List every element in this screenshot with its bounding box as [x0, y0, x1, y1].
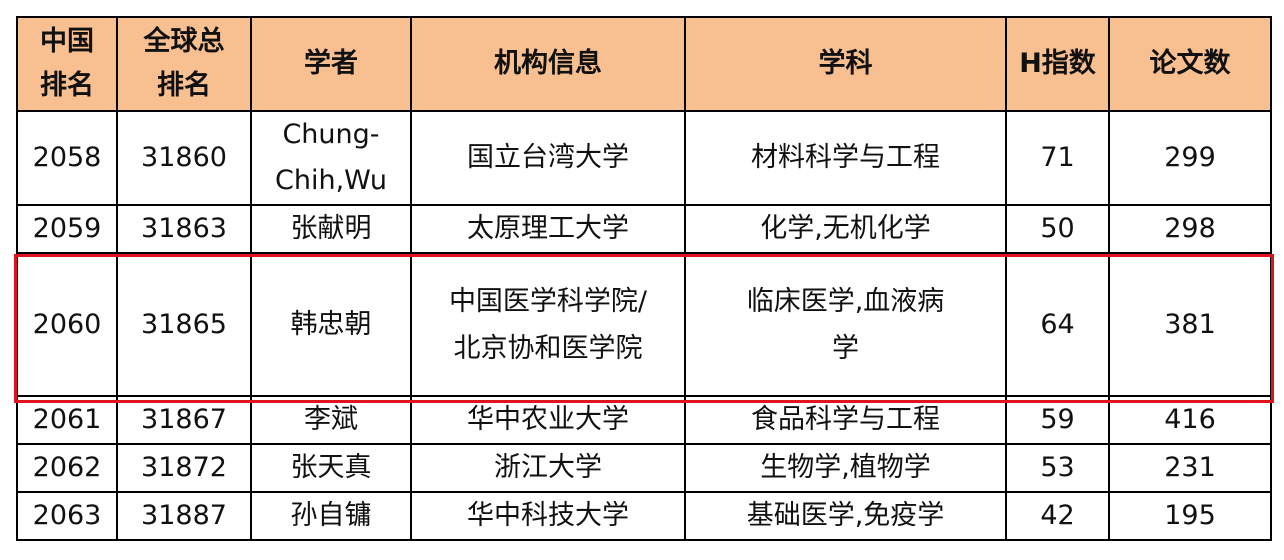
- table-cell: 2060: [16, 252, 118, 397]
- table-cell: 31867: [116, 395, 252, 445]
- table-cell: 53: [1005, 443, 1110, 493]
- name-line: Chung-: [282, 119, 380, 150]
- header-line: 全球总: [143, 26, 225, 57]
- table-cell: 416: [1108, 395, 1272, 445]
- table-cell: 31865: [116, 252, 252, 397]
- table-cell: 195: [1108, 491, 1272, 541]
- table-row: 2060 31865 韩忠朝 中国医学科学院/北京协和医学院 临床医学,血液病学 64 38…: [16, 252, 1272, 397]
- column-header: 机构信息: [410, 16, 686, 112]
- table-cell: 孙自镛: [250, 491, 412, 541]
- ranking-table: 中国 排名 全球总 排名 学者 机构信息 学科 H指数 论文数 2058 31860 Chung- C…: [16, 16, 1272, 541]
- header-line: 论文数: [1149, 48, 1231, 79]
- table-cell: 食品科学与工程: [684, 395, 1007, 445]
- table-cell: 31872: [116, 443, 252, 493]
- table-cell: 2063: [16, 491, 118, 541]
- table-cell: 381: [1108, 252, 1272, 397]
- table-cell: 韩忠朝: [250, 252, 412, 397]
- table-row: 2061 31867 李斌 华中农业大学 食品科学与工程 59 416: [16, 395, 1272, 445]
- table-row: 2059 31863 张献明 太原理工大学 化学,无机化学 50 298: [16, 204, 1272, 254]
- header-line: H指数: [1019, 48, 1096, 79]
- header-line: 排名: [40, 70, 94, 101]
- header-line: 排名: [157, 70, 211, 101]
- table-cell: 临床医学,血液病学: [684, 252, 1007, 397]
- table-cell: 31860: [116, 110, 252, 206]
- column-header: 学科: [684, 16, 1007, 112]
- header-line: 学科: [818, 48, 873, 79]
- column-header: H指数: [1005, 16, 1110, 112]
- table-cell: 华中科技大学: [410, 491, 686, 541]
- header-line: 机构信息: [494, 48, 602, 79]
- name-line: Chih,Wu: [274, 165, 387, 196]
- table-cell: 50: [1005, 204, 1110, 254]
- table-cell: 中国医学科学院/北京协和医学院: [410, 252, 686, 397]
- table-cell: 42: [1005, 491, 1110, 541]
- table-cell: 华中农业大学: [410, 395, 686, 445]
- column-header: 学者: [250, 16, 412, 112]
- table-cell: Chung- Chih,Wu: [250, 110, 412, 206]
- table-cell: 59: [1005, 395, 1110, 445]
- table-cell: 31863: [116, 204, 252, 254]
- table-row: 2063 31887 孙自镛 华中科技大学 基础医学,免疫学 42 195: [16, 491, 1272, 541]
- table-cell: 64: [1005, 252, 1110, 397]
- table-cell: 2061: [16, 395, 118, 445]
- column-header: 全球总 排名: [116, 16, 252, 112]
- table-cell: 张献明: [250, 204, 412, 254]
- table-cell: 31887: [116, 491, 252, 541]
- table-row: 2058 31860 Chung- Chih,Wu 国立台湾大学 材料科学与工程 71 299: [16, 110, 1272, 206]
- header-line: 中国: [40, 26, 94, 57]
- header-row: 中国 排名 全球总 排名 学者 机构信息 学科 H指数 论文数: [16, 16, 1272, 112]
- table-cell: 基础医学,免疫学: [684, 491, 1007, 541]
- table-cell: 2062: [16, 443, 118, 493]
- table-cell: 71: [1005, 110, 1110, 206]
- table-cell: 张天真: [250, 443, 412, 493]
- table-cell: 2058: [16, 110, 118, 206]
- table-cell: 李斌: [250, 395, 412, 445]
- table-cell: 生物学,植物学: [684, 443, 1007, 493]
- table-cell: 浙江大学: [410, 443, 686, 493]
- table-cell: 231: [1108, 443, 1272, 493]
- header-line: 学者: [304, 48, 358, 79]
- table-cell: 2059: [16, 204, 118, 254]
- table-row: 2062 31872 张天真 浙江大学 生物学,植物学 53 231: [16, 443, 1272, 493]
- table-cell: 材料科学与工程: [684, 110, 1007, 206]
- column-header: 论文数: [1108, 16, 1272, 112]
- table-cell: 化学,无机化学: [684, 204, 1007, 254]
- column-header: 中国 排名: [16, 16, 118, 112]
- table-cell: 太原理工大学: [410, 204, 686, 254]
- table-cell: 299: [1108, 110, 1272, 206]
- table-cell: 国立台湾大学: [410, 110, 686, 206]
- table-cell: 298: [1108, 204, 1272, 254]
